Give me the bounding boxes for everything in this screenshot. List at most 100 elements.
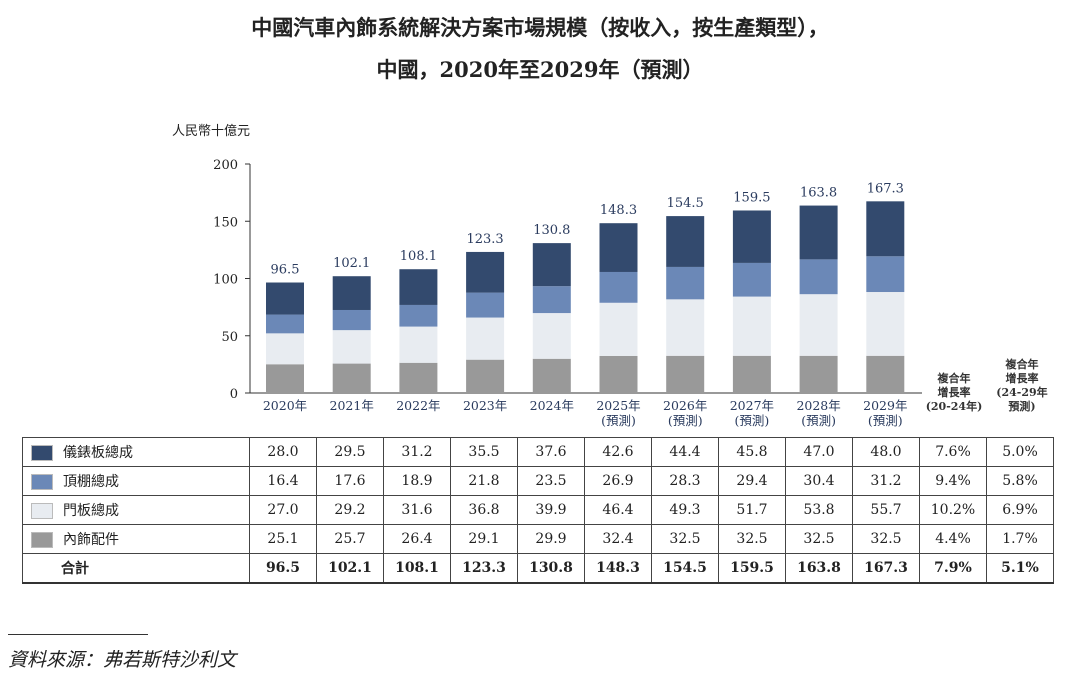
bar-segment <box>799 294 838 356</box>
bar-segment <box>866 355 905 393</box>
bar-segment <box>466 317 505 360</box>
x-tick-label: 2027年 <box>730 398 774 413</box>
table-cell: 35.5 <box>450 437 518 467</box>
table-cell: 159.5 <box>718 553 786 584</box>
bar-segment <box>666 299 705 356</box>
table-cell: 5.0% <box>986 437 1054 467</box>
table-cell: 32.4 <box>584 524 652 554</box>
x-tick-label: 2020年 <box>263 398 307 413</box>
bar-segment <box>599 271 638 303</box>
table-cell: 26.9 <box>584 466 652 496</box>
bar-segment <box>532 358 571 393</box>
bar-segment <box>332 276 371 310</box>
table-cell: 23.5 <box>517 466 585 496</box>
row-label: 內飾配件 <box>22 524 250 554</box>
bar-segment <box>466 359 505 393</box>
bar-segment <box>266 333 304 365</box>
table-cell: 29.1 <box>450 524 518 554</box>
table-row: 門板總成 27.0 29.2 31.6 36.8 39.9 46.4 49.3 51.7 53.8… <box>22 495 1054 525</box>
total-label: 130.8 <box>533 223 570 238</box>
total-label: 123.3 <box>466 232 503 247</box>
bar-segment <box>399 269 438 305</box>
x-tick-label: 2022年 <box>396 398 440 413</box>
total-label: 96.5 <box>271 263 300 278</box>
bar-segment <box>332 309 371 331</box>
cagr-header-24-29: 複合年 增長率 (24-29年 預測) <box>996 358 1048 413</box>
table-cell: 55.7 <box>852 495 920 525</box>
table-cell: 42.6 <box>584 437 652 467</box>
bar-segment <box>799 205 838 260</box>
bar-segment <box>732 296 771 356</box>
table-cell: 44.4 <box>651 437 719 467</box>
x-tick-label: 2026年 <box>663 398 707 413</box>
bar-segment <box>666 216 705 267</box>
bar-segment <box>866 256 905 293</box>
bar-segment <box>799 355 838 393</box>
x-tick-label: 2025年 <box>596 398 640 413</box>
bar-segment <box>799 259 838 295</box>
x-tick-label: 2028年 <box>796 398 840 413</box>
table-cell: 7.6% <box>919 437 987 467</box>
table-row: 內飾配件 25.1 25.7 26.4 29.1 29.9 32.4 32.5 32.5 32.5… <box>22 524 1054 554</box>
total-label: 108.1 <box>400 249 437 264</box>
total-label: 148.3 <box>600 203 637 218</box>
table-cell: 130.8 <box>517 553 585 584</box>
y-tick-label: 0 <box>230 387 238 402</box>
table-cell: 6.9% <box>986 495 1054 525</box>
table-cell: 29.9 <box>517 524 585 554</box>
x-tick-label: 2023年 <box>463 398 507 413</box>
bar-segment <box>466 251 505 293</box>
bar-segment <box>732 262 771 297</box>
table-cell: 32.5 <box>651 524 719 554</box>
x-tick-label: 2024年 <box>530 398 574 413</box>
table-cell: 29.5 <box>316 437 384 467</box>
row-label: 儀錶板總成 <box>22 437 250 467</box>
table-cell: 25.1 <box>249 524 317 554</box>
total-label: 167.3 <box>867 181 904 196</box>
bar-segment <box>866 201 905 257</box>
table-cell: 27.0 <box>249 495 317 525</box>
bar-segment <box>532 286 571 314</box>
chart-title-line1: 中國汽車內飾系統解決方案市場規模（按收入，按生產類型）， <box>251 15 829 40</box>
chart-title-line2: 中國，2020年至2029年（預測） <box>376 57 704 82</box>
table-cell: 9.4% <box>919 466 987 496</box>
table-cell: 37.6 <box>517 437 585 467</box>
legend-swatch <box>31 532 53 548</box>
table-cell: 53.8 <box>785 495 853 525</box>
bar-segment <box>399 326 438 363</box>
table-cell: 46.4 <box>584 495 652 525</box>
table-cell: 32.5 <box>852 524 920 554</box>
table-cell: 31.2 <box>852 466 920 496</box>
table-cell: 18.9 <box>383 466 451 496</box>
table-row: 頂棚總成 16.4 17.6 18.9 21.8 23.5 26.9 28.3 29.4 30.4… <box>22 466 1054 496</box>
table-cell: 39.9 <box>517 495 585 525</box>
table-cell: 96.5 <box>249 553 317 584</box>
table-cell: 123.3 <box>450 553 518 584</box>
stacked-bar-chart: 0 50 100 150 200 96.5 2020年 102.1 2021年 108.1 2022… <box>213 158 922 428</box>
table-cell: 26.4 <box>383 524 451 554</box>
table-cell: 29.2 <box>316 495 384 525</box>
data-table: 儀錶板總成 28.0 29.5 31.2 35.5 37.6 42.6 44.4 45.8 47.… <box>22 437 1054 584</box>
table-cell: 48.0 <box>852 437 920 467</box>
y-tick-label: 100 <box>213 273 238 288</box>
y-tick-label: 200 <box>213 158 238 173</box>
total-label: 154.5 <box>667 196 704 211</box>
table-cell: 47.0 <box>785 437 853 467</box>
y-tick-label: 150 <box>213 215 238 230</box>
legend-swatch <box>31 503 53 519</box>
bar-segment <box>599 355 638 393</box>
x-tick-label: 2029年 <box>863 398 907 413</box>
table-cell: 102.1 <box>316 553 384 584</box>
table-cell: 7.9% <box>919 553 987 584</box>
total-label: 163.8 <box>800 185 837 200</box>
bar-segment <box>266 364 304 393</box>
table-cell: 17.6 <box>316 466 384 496</box>
row-label: 頂棚總成 <box>22 466 250 496</box>
bar-segment <box>666 266 705 300</box>
table-cell: 16.4 <box>249 466 317 496</box>
table-row: 合計 96.5 102.1 108.1 123.3 130.8 148.3 154.5 159.… <box>22 553 1054 584</box>
row-label: 合計 <box>22 553 250 584</box>
x-tick-label: (預測) <box>668 413 703 428</box>
bar-segment <box>399 362 438 393</box>
table-cell: 10.2% <box>919 495 987 525</box>
